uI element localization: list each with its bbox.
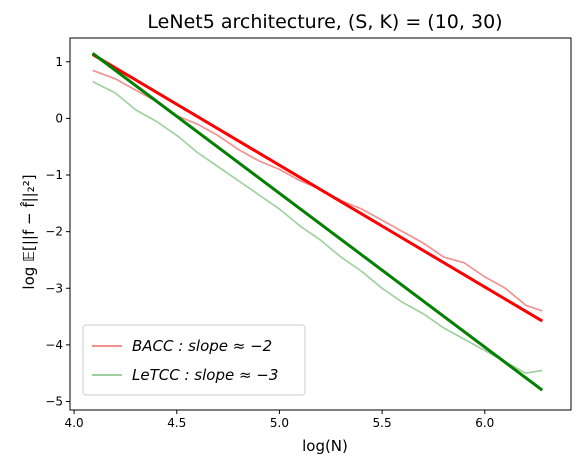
x-tick-label: 4.0 bbox=[65, 416, 84, 430]
y-tick-label: 0 bbox=[55, 111, 63, 125]
legend-box bbox=[82, 324, 306, 396]
y-tick-label: −4 bbox=[45, 338, 63, 352]
plot-frame bbox=[69, 37, 572, 411]
plot-area bbox=[91, 52, 544, 392]
series-group bbox=[91, 52, 544, 392]
legend-entry: LeTCC : slope ≈ −3 bbox=[132, 366, 278, 384]
x-tick-label: 5.0 bbox=[270, 416, 289, 430]
y-tick-label: −5 bbox=[45, 395, 63, 409]
fit-line-3 bbox=[91, 52, 544, 392]
fit-line-2 bbox=[91, 53, 544, 323]
x-tick-label: 4.5 bbox=[167, 416, 186, 430]
empirical-line-1 bbox=[92, 80, 543, 375]
axes: 4.0 4.5 5.0 5.5 6.0 1 0 −1 −2 −3 −4 −5 bbox=[45, 37, 572, 430]
y-axis-label: log 𝔼[||f − f̂||₂²] bbox=[19, 174, 38, 289]
x-tick-label: 6.0 bbox=[475, 416, 494, 430]
x-axis-label: log(N) bbox=[302, 437, 348, 455]
y-tick-label: −1 bbox=[45, 168, 63, 182]
legend-entry: BACC : slope ≈ −2 bbox=[132, 337, 272, 355]
y-tick-label: −2 bbox=[45, 225, 63, 239]
chart-title: LeNet5 architecture, (S, K) = (10, 30) bbox=[147, 11, 502, 33]
x-tick-label: 5.5 bbox=[373, 416, 392, 430]
y-tick-label: −3 bbox=[45, 281, 63, 295]
legend: BACC : slope ≈ −2 LeTCC : slope ≈ −3 bbox=[82, 324, 306, 396]
y-tick-label: 1 bbox=[55, 55, 63, 69]
